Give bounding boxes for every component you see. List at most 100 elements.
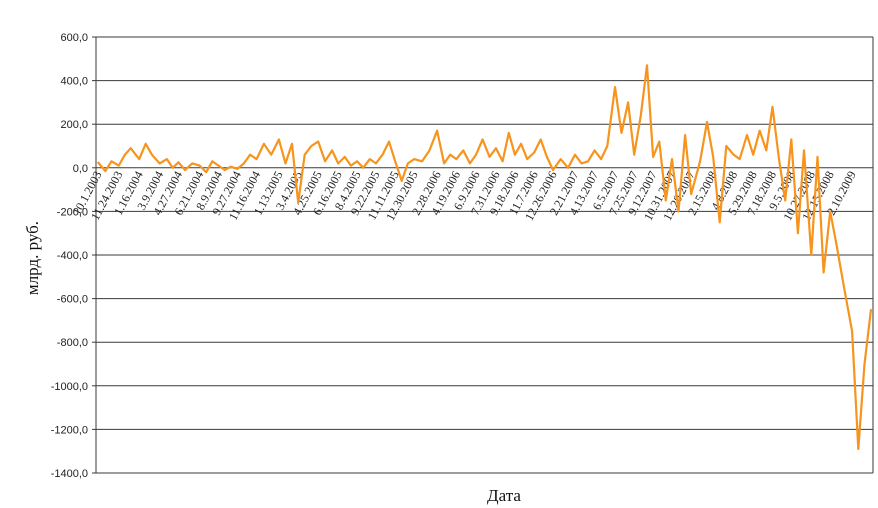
data-point	[166, 158, 168, 160]
data-point	[803, 149, 805, 152]
data-point	[400, 180, 403, 182]
y-tick-label: 400,0	[60, 76, 88, 88]
data-point	[263, 143, 265, 145]
data-point	[539, 138, 542, 141]
data-point	[738, 158, 741, 160]
data-point	[559, 158, 562, 160]
y-tick-label: 0,0	[73, 163, 88, 175]
data-point	[191, 162, 194, 165]
data-point	[469, 162, 471, 165]
data-point	[797, 232, 799, 234]
data-point	[620, 132, 623, 134]
data-point	[600, 158, 602, 160]
data-point	[303, 153, 306, 156]
data-point	[171, 167, 174, 169]
data-point	[857, 448, 860, 450]
data-point	[284, 162, 287, 165]
y-tick-label: -400,0	[57, 250, 88, 262]
data-point	[356, 160, 358, 163]
data-point	[217, 164, 220, 167]
data-point	[725, 145, 728, 147]
data-point	[236, 168, 239, 170]
data-point	[455, 158, 458, 160]
data-point	[249, 153, 251, 156]
y-tick-label: -600,0	[57, 294, 88, 306]
data-point	[816, 156, 819, 158]
data-point	[211, 160, 214, 163]
data-point	[520, 143, 522, 145]
data-point	[350, 164, 352, 167]
data-point	[449, 153, 452, 156]
series-layer	[97, 64, 873, 451]
x-axis-ticks: 10.1.200311.24.20031.16.20043.9.20044.27…	[70, 169, 859, 223]
data-point	[97, 161, 99, 164]
data-point	[436, 129, 438, 132]
y-axis-title: млрд. руб.	[23, 221, 42, 295]
data-point	[198, 164, 201, 167]
data-point	[337, 162, 340, 165]
data-point	[413, 158, 415, 160]
data-point	[369, 158, 371, 160]
data-point	[205, 171, 207, 173]
data-point	[790, 138, 793, 141]
data-point	[138, 158, 140, 160]
data-point	[587, 160, 589, 163]
data-point	[765, 149, 768, 152]
data-point	[671, 158, 673, 160]
y-tick-label: -1400,0	[51, 468, 88, 480]
series-line	[97, 64, 873, 451]
data-point	[606, 145, 609, 147]
data-point	[658, 140, 661, 143]
data-point	[443, 162, 445, 165]
data-point	[665, 199, 667, 202]
data-point	[428, 149, 431, 152]
data-point	[526, 158, 528, 160]
data-point	[501, 160, 504, 163]
data-point	[574, 153, 576, 156]
data-point	[863, 363, 866, 365]
data-point	[706, 121, 708, 123]
data-point	[324, 160, 326, 163]
data-point	[331, 149, 333, 152]
data-point	[829, 210, 831, 213]
data-point	[488, 156, 491, 158]
data-point	[394, 160, 397, 163]
data-point	[758, 129, 761, 132]
data-point	[317, 140, 320, 143]
data-point	[870, 308, 872, 311]
gridlines	[96, 36, 873, 474]
data-point	[732, 153, 735, 156]
data-point	[677, 210, 680, 213]
data-point	[771, 106, 774, 108]
data-point	[627, 101, 629, 104]
data-point	[640, 114, 642, 117]
data-point	[144, 143, 147, 145]
data-point	[508, 132, 510, 134]
data-point	[375, 162, 377, 165]
data-point	[223, 169, 226, 171]
data-point	[104, 170, 107, 172]
y-tick-label: -800,0	[57, 337, 88, 349]
y-tick-label: 200,0	[60, 119, 88, 131]
data-point	[580, 162, 583, 165]
data-point	[158, 162, 161, 165]
data-point	[784, 199, 786, 202]
data-point	[381, 153, 384, 156]
data-point	[810, 254, 813, 256]
data-point	[124, 153, 126, 156]
data-point	[822, 271, 825, 274]
data-point	[475, 153, 477, 156]
data-point	[495, 147, 497, 149]
data-point	[633, 153, 635, 156]
data-point	[421, 160, 423, 163]
data-point	[407, 162, 409, 165]
data-point	[344, 156, 346, 158]
data-point	[291, 143, 293, 145]
data-point	[712, 156, 714, 158]
data-point	[652, 156, 654, 158]
data-point	[567, 167, 569, 169]
data-point	[243, 162, 245, 165]
data-point	[310, 145, 313, 147]
y-tick-label: 600,0	[60, 32, 88, 44]
